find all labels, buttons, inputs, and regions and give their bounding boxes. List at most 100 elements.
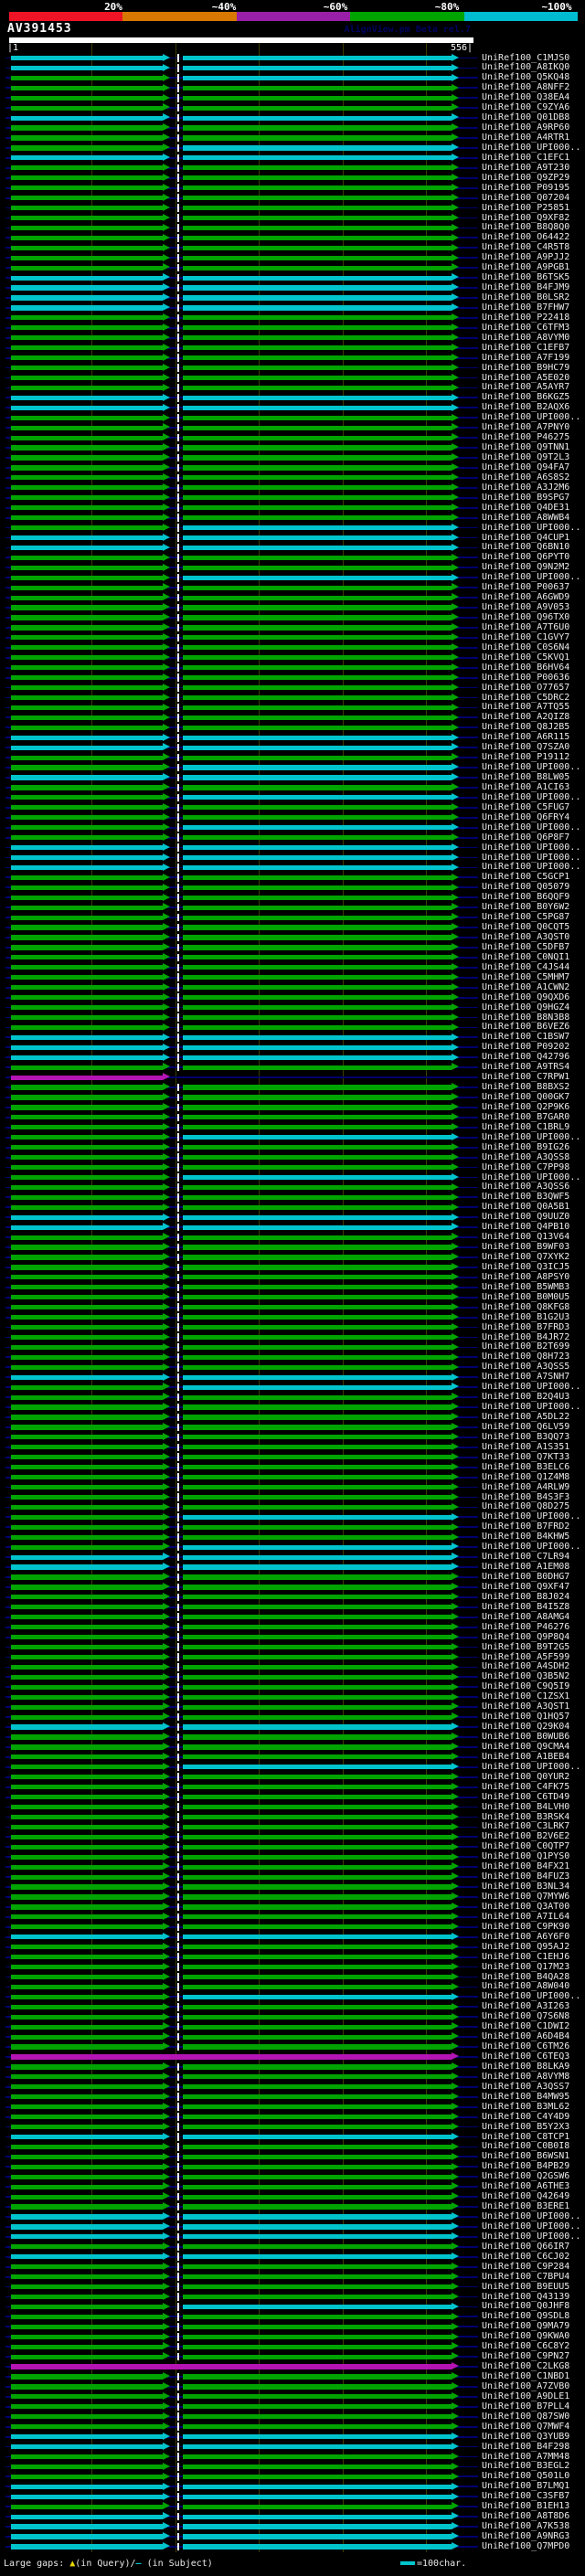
arrowhead-icon: [163, 1073, 170, 1081]
arrowhead-icon: [163, 1332, 170, 1341]
arrowhead-icon: [452, 1482, 459, 1490]
hit-label: UniRef100_A5AYR7: [482, 382, 570, 393]
alignment-row: UniRef100_C7BPU4: [0, 2272, 585, 2282]
arrowhead-icon: [163, 563, 170, 571]
hit-label: UniRef100_C1BRL9: [482, 1121, 570, 1132]
alignment-segment: [183, 2124, 452, 2130]
arrowhead-icon: [452, 1982, 459, 1990]
arrowhead-icon: [163, 1162, 170, 1171]
hit-label: UniRef100_UPI000..: [482, 1991, 581, 2002]
alignment-segment: [11, 1504, 163, 1511]
alignment-segment: [183, 1295, 452, 1300]
alignment-segment: [183, 1744, 452, 1750]
alignment-segment: [183, 1824, 452, 1830]
hit-label: UniRef100_B4FUZ3: [482, 1871, 570, 1882]
alignment-segment: [183, 1265, 452, 1270]
block-boundary-tick: [177, 2253, 179, 2262]
hit-label: UniRef100_B2T699: [482, 1341, 570, 1352]
arrowhead-icon: [452, 623, 459, 631]
hit-label: UniRef100_A8T8D6: [482, 2511, 570, 2522]
arrowhead-icon: [163, 1812, 170, 1820]
alignment-segment: [11, 2344, 163, 2349]
arrowhead-icon: [163, 493, 170, 502]
alignment-segment: [11, 2284, 163, 2290]
alignment-row: UniRef100_C9PK90: [0, 1922, 585, 1932]
arrowhead-icon: [452, 1433, 459, 1441]
alignment-segment: [183, 1795, 452, 1800]
arrowhead-icon: [163, 2352, 170, 2360]
arrowhead-icon: [163, 1383, 170, 1391]
query-ruler-bar: [9, 37, 473, 43]
arrowhead-icon: [163, 2432, 170, 2440]
alignment-segment: [11, 885, 163, 890]
block-boundary-tick: [177, 1872, 179, 1882]
arrowhead-icon: [452, 2512, 459, 2520]
alignment-segment: [183, 1935, 452, 1940]
alignment-segment: [11, 854, 163, 861]
alignment-segment: [183, 1194, 452, 1200]
block-boundary-tick: [177, 1843, 179, 1851]
alignment-row: UniRef100_A1CI63: [0, 782, 585, 792]
block-boundary-tick: [177, 823, 179, 832]
alignment-segment: [11, 2154, 163, 2159]
alignment-segment: [11, 475, 163, 481]
arrowhead-icon: [452, 832, 459, 841]
alignment-segment: [11, 75, 163, 80]
hit-label: UniRef100_B4FJM9: [482, 282, 570, 293]
arrowhead-icon: [163, 593, 170, 601]
arrowhead-icon: [163, 2112, 170, 2120]
block-boundary-tick: [177, 1692, 179, 1701]
alignment-segment: [183, 1554, 452, 1560]
alignment-segment: [11, 1265, 163, 1270]
alignment-segment: [183, 755, 452, 760]
alignment-row: UniRef100_B2T699: [0, 1341, 585, 1352]
block-boundary-tick: [177, 504, 179, 512]
hit-label: UniRef100_P46276: [482, 1621, 570, 1632]
arrowhead-icon: [452, 2532, 459, 2540]
arrowhead-icon: [163, 1012, 170, 1021]
arrowhead-icon: [163, 963, 170, 971]
arrowhead-icon: [163, 1103, 170, 1111]
alignment-segment: [11, 2174, 163, 2179]
hit-label: UniRef100_B8Q8Q0: [482, 222, 570, 233]
block-boundary-tick: [177, 493, 179, 503]
hit-label: UniRef100_UPI000..: [482, 1171, 581, 1182]
block-boundary-tick: [177, 1553, 179, 1562]
arrowhead-icon: [163, 2412, 170, 2421]
alignment-segment: [11, 1105, 163, 1110]
alignment-segment: [183, 2204, 452, 2210]
alignment-segment: [11, 1864, 163, 1870]
alignment-segment: [11, 2104, 163, 2110]
alignment-segment: [183, 2115, 452, 2120]
arrowhead-icon: [163, 883, 170, 891]
alignment-segment: [11, 585, 163, 590]
alignment-segment: [11, 1945, 163, 1950]
alignment-segment: [183, 1964, 452, 1970]
block-boundary-tick: [177, 354, 179, 362]
arrowhead-icon: [163, 973, 170, 981]
block-boundary-tick: [177, 933, 179, 942]
hit-label: UniRef100_C7LR94: [482, 1552, 570, 1563]
hit-label: UniRef100_Q17M23: [482, 1961, 570, 1972]
alignment-segment: [11, 2384, 163, 2390]
hit-label: UniRef100_C5FUG7: [482, 801, 570, 812]
alignment-segment: [11, 795, 163, 800]
alignment-segment: [183, 105, 452, 111]
alignment-segment: [11, 2294, 163, 2300]
hit-label: UniRef100_Q38EA4: [482, 92, 570, 103]
arrowhead-icon: [452, 633, 459, 641]
arrowhead-icon: [163, 723, 170, 731]
alignment-row: UniRef100_A8NFF2: [0, 82, 585, 93]
hit-label: UniRef100_UPI000..: [482, 1131, 581, 1142]
arrowhead-icon: [163, 423, 170, 431]
alignment-segment: [11, 465, 163, 471]
arrowhead-icon: [452, 1972, 459, 1980]
alignment-segment: [11, 2204, 163, 2210]
hit-label: UniRef100_B6VEZ6: [482, 1022, 570, 1033]
hit-label: UniRef100_Q9TNN1: [482, 442, 570, 453]
alignment-segment: [11, 1405, 163, 1410]
hit-label: UniRef100_A8IKQ0: [482, 62, 570, 73]
hit-label: UniRef100_C4JS44: [482, 961, 570, 972]
large-gaps-text: Large gaps:: [4, 2559, 70, 2569]
arrowhead-icon: [163, 553, 170, 561]
